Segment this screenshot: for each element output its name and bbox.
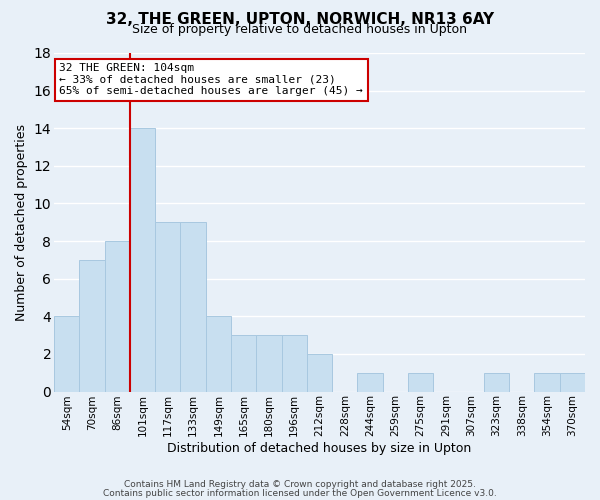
Text: 32, THE GREEN, UPTON, NORWICH, NR13 6AY: 32, THE GREEN, UPTON, NORWICH, NR13 6AY [106, 12, 494, 28]
Bar [79, 260, 104, 392]
Text: 32 THE GREEN: 104sqm
← 33% of detached houses are smaller (23)
65% of semi-detac: 32 THE GREEN: 104sqm ← 33% of detached h… [59, 63, 363, 96]
Bar [130, 128, 155, 392]
Bar [307, 354, 332, 392]
Text: Contains HM Land Registry data © Crown copyright and database right 2025.: Contains HM Land Registry data © Crown c… [124, 480, 476, 489]
Bar [54, 316, 79, 392]
X-axis label: Distribution of detached houses by size in Upton: Distribution of detached houses by size … [167, 442, 472, 455]
Bar [484, 372, 509, 392]
Bar [181, 222, 206, 392]
Y-axis label: Number of detached properties: Number of detached properties [15, 124, 28, 321]
Bar [535, 372, 560, 392]
Bar [560, 372, 585, 392]
Bar [231, 335, 256, 392]
Bar [155, 222, 181, 392]
Text: Size of property relative to detached houses in Upton: Size of property relative to detached ho… [133, 22, 467, 36]
Bar [256, 335, 281, 392]
Bar [358, 372, 383, 392]
Bar [281, 335, 307, 392]
Text: Contains public sector information licensed under the Open Government Licence v3: Contains public sector information licen… [103, 488, 497, 498]
Bar [206, 316, 231, 392]
Bar [408, 372, 433, 392]
Bar [104, 241, 130, 392]
